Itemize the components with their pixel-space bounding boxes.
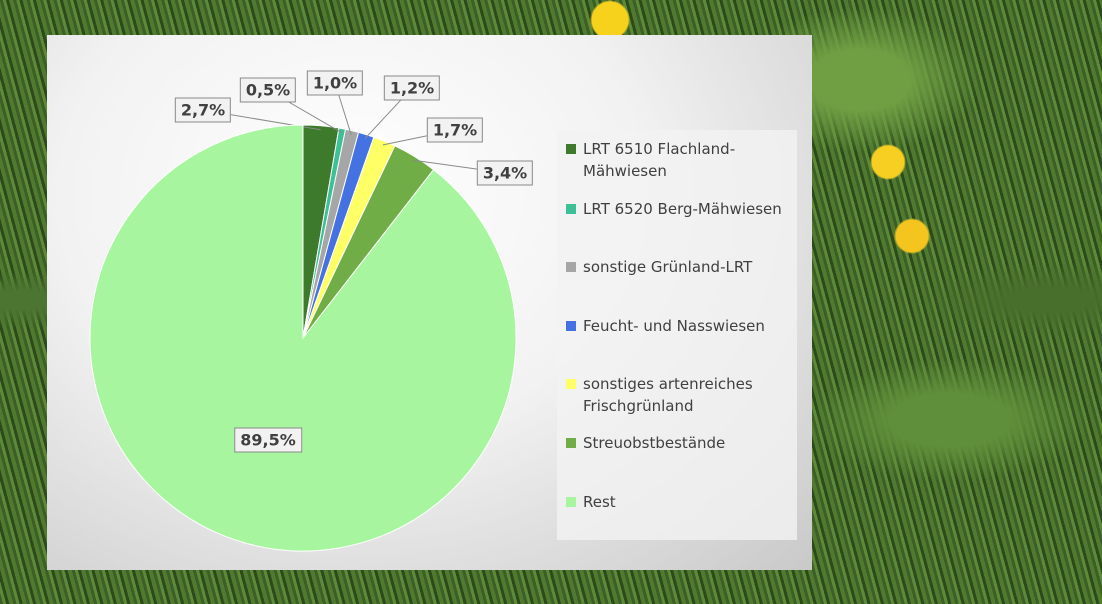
legend-label: Feucht- und Nasswiesen (583, 317, 765, 335)
data-label: 2,7% (174, 97, 232, 123)
data-label: 1,2% (383, 75, 441, 101)
legend-label: sonstiges artenreiches Frischgrünland (583, 375, 753, 415)
legend-item: Rest (566, 491, 792, 513)
legend-item: LRT 6520 Berg-Mähwiesen (566, 198, 792, 220)
data-label: 1,0% (306, 70, 364, 96)
legend-swatch (566, 379, 576, 389)
legend-swatch (566, 497, 576, 507)
legend-item: sonstiges artenreiches Frischgrünland (566, 373, 792, 417)
legend-label: LRT 6520 Berg-Mähwiesen (583, 200, 782, 218)
legend-label: LRT 6510 Flachland-Mähwiesen (583, 140, 736, 180)
legend-label: Rest (583, 493, 616, 511)
legend-swatch (566, 144, 576, 154)
data-label: 1,7% (426, 117, 484, 143)
legend-item: sonstige Grünland-LRT (566, 256, 792, 278)
legend-swatch (566, 204, 576, 214)
legend-swatch (566, 321, 576, 331)
legend-label: Streuobstbestände (583, 434, 726, 452)
legend-swatch (566, 262, 576, 272)
data-label: 0,5% (239, 77, 297, 103)
legend: LRT 6510 Flachland-Mähwiesen LRT 6520 Ber… (557, 130, 797, 540)
legend-item: LRT 6510 Flachland-Mähwiesen (566, 138, 792, 182)
legend-label: sonstige Grünland-LRT (583, 258, 753, 276)
legend-swatch (566, 438, 576, 448)
data-label: 89,5% (234, 427, 302, 453)
legend-item: Streuobstbestände (566, 432, 792, 454)
pie-slice (89, 124, 517, 552)
legend-item: Feucht- und Nasswiesen (566, 315, 792, 337)
data-label: 3,4% (476, 160, 534, 186)
